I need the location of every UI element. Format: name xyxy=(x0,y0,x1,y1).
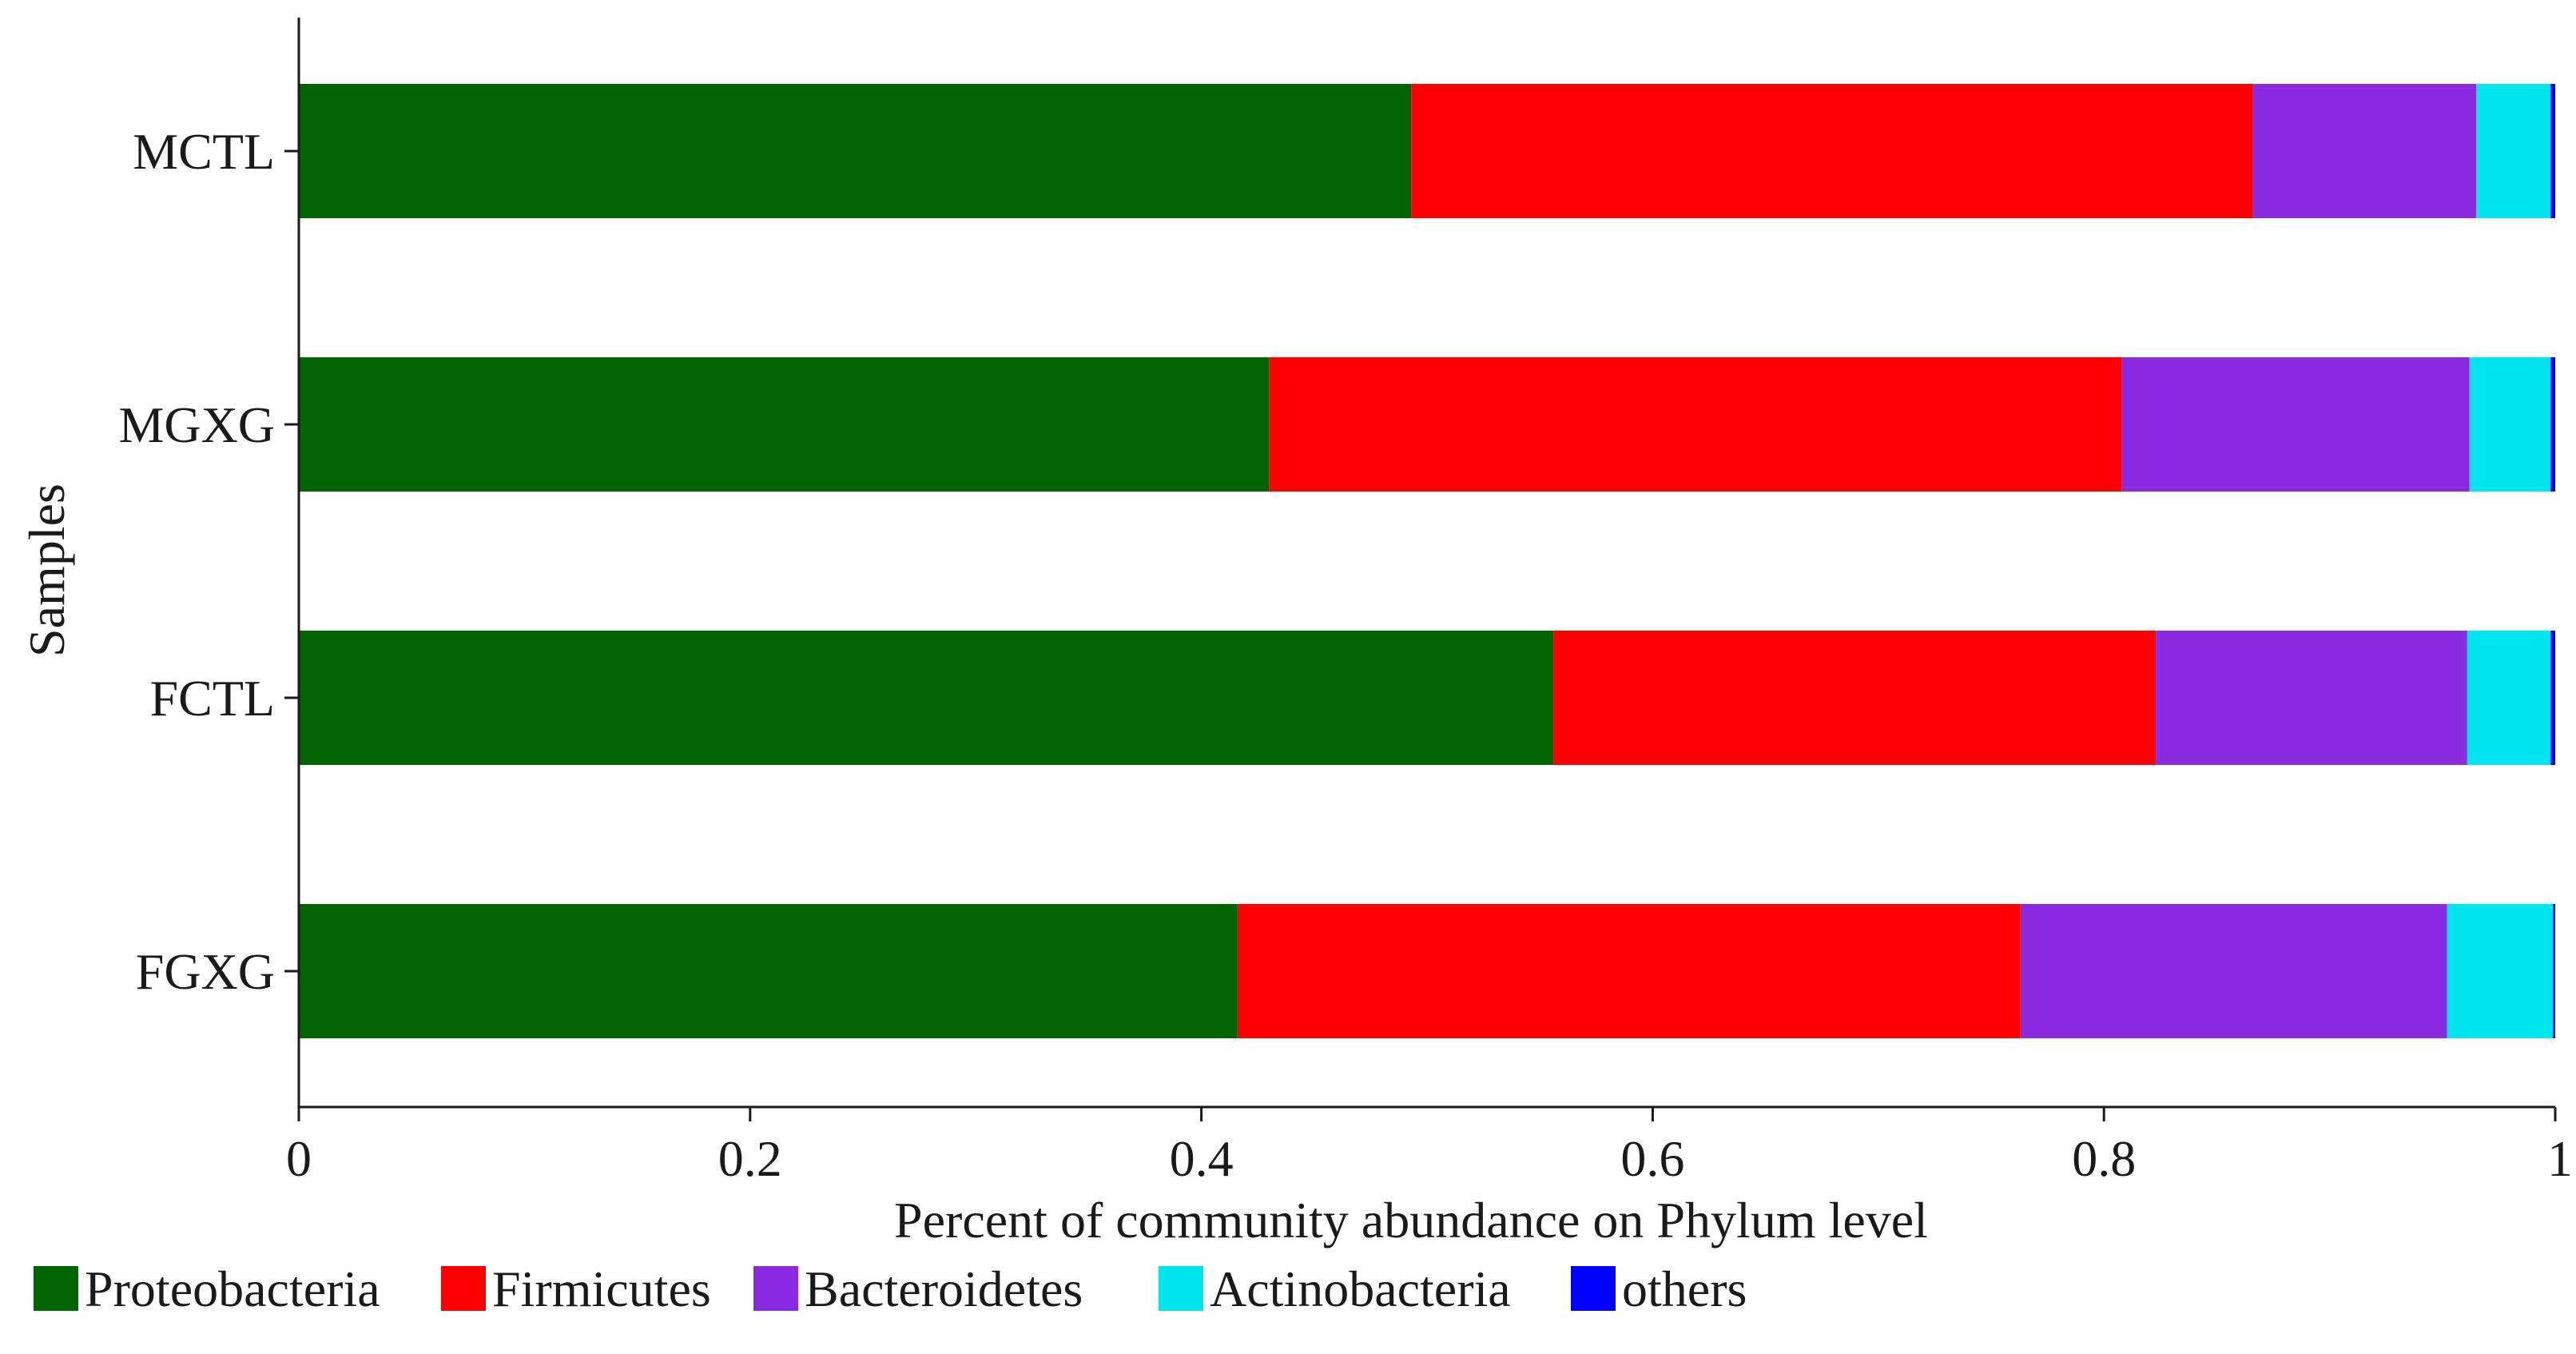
bar-segment-fctl-bacteroidetes xyxy=(2156,631,2467,765)
bar-segment-fgxg-firmicutes xyxy=(1237,904,2021,1038)
legend-swatch-actinobacteria xyxy=(1159,1266,1203,1311)
x-tick-label: 0.8 xyxy=(2072,1130,2136,1187)
legend-label-firmicutes: Firmicutes xyxy=(492,1260,711,1317)
bar-segment-mgxg-bacteroidetes xyxy=(2121,357,2470,492)
x-tick-label: 0 xyxy=(286,1130,312,1187)
x-ticks: 0 0.2 0.4 0.6 0.8 1 xyxy=(286,1107,2573,1187)
bar-segment-fctl-firmicutes xyxy=(1553,631,2157,765)
y-tick-label: FCTL xyxy=(150,670,275,727)
x-tick-label: 0.4 xyxy=(1170,1130,1234,1187)
bar-segment-fgxg-actinobacteria xyxy=(2447,904,2554,1038)
bar-segment-fgxg-bacteroidetes xyxy=(2020,904,2447,1038)
bar-segment-fctl-actinobacteria xyxy=(2467,631,2551,765)
legend: Proteobacteria Firmicutes Bacteroidetes Act… xyxy=(34,1260,1747,1317)
x-tick-label: 0.6 xyxy=(1620,1130,1684,1187)
legend-swatch-proteobacteria xyxy=(34,1266,78,1311)
bars-layer xyxy=(299,84,2555,1038)
x-tick-label: 1 xyxy=(2547,1130,2573,1187)
legend-label-actinobacteria: Actinobacteria xyxy=(1210,1260,1511,1317)
legend-swatch-firmicutes xyxy=(441,1266,486,1311)
bar-segment-mctl-proteobacteria xyxy=(299,84,1412,218)
y-tick-label: MCTL xyxy=(133,123,275,180)
bar-segment-mctl-others xyxy=(2550,84,2555,218)
bar-segment-mgxg-firmicutes xyxy=(1269,357,2122,492)
y-ticks: MCTL MGXG FCTL FGXG xyxy=(118,123,299,1000)
bar-segment-mgxg-actinobacteria xyxy=(2469,357,2551,492)
x-axis-title: Percent of community abundance on Phylum… xyxy=(894,1192,1928,1248)
y-tick-label: MGXG xyxy=(118,396,275,453)
legend-label-proteobacteria: Proteobacteria xyxy=(85,1260,380,1317)
bar-segment-mctl-firmicutes xyxy=(1411,84,2253,218)
bar-segment-mctl-actinobacteria xyxy=(2476,84,2551,218)
legend-label-others: others xyxy=(1622,1260,1747,1317)
y-tick-label: FGXG xyxy=(136,943,275,1000)
legend-swatch-bacteroidetes xyxy=(753,1266,798,1311)
legend-label-bacteroidetes: Bacteroidetes xyxy=(805,1260,1083,1317)
y-axis-title: Samples xyxy=(18,484,75,657)
bar-segment-mgxg-others xyxy=(2550,357,2555,492)
bar-segment-mgxg-proteobacteria xyxy=(299,357,1270,492)
bar-segment-fctl-others xyxy=(2550,631,2555,765)
bar-segment-fgxg-others xyxy=(2553,904,2555,1038)
legend-swatch-others xyxy=(1571,1266,1616,1311)
bar-segment-fgxg-proteobacteria xyxy=(299,904,1238,1038)
axes-layer xyxy=(297,18,2555,1109)
bar-segment-mctl-bacteroidetes xyxy=(2252,84,2477,218)
bar-segment-fctl-proteobacteria xyxy=(299,631,1554,765)
x-tick-label: 0.2 xyxy=(718,1130,782,1187)
